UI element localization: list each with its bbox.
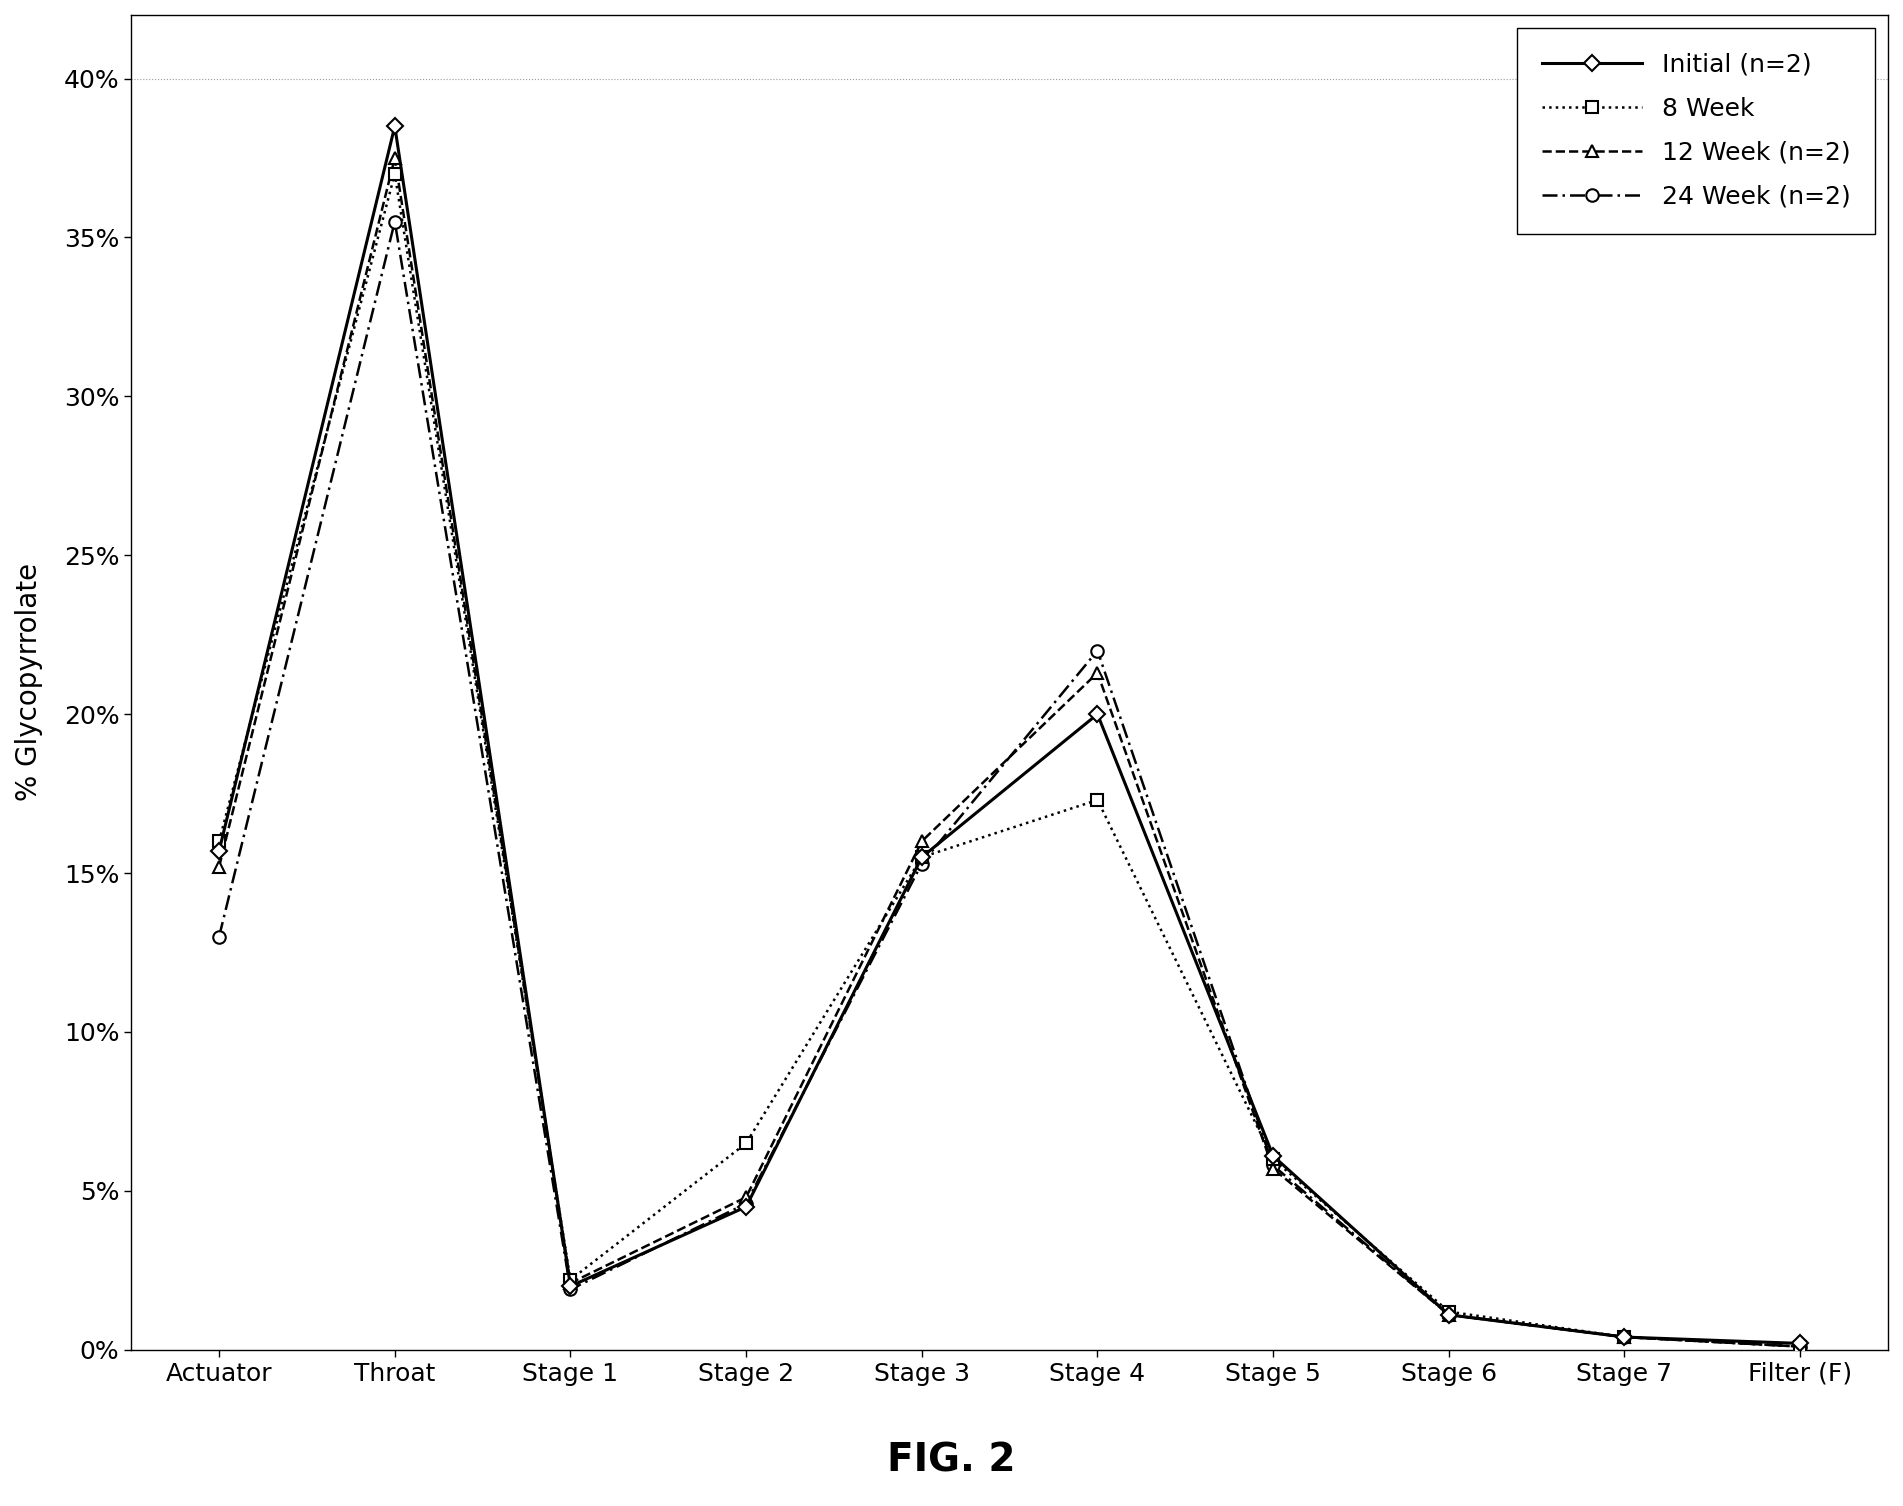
12 Week (n=2) (910, 833, 932, 851)
8 Week (1614, 1328, 1637, 1346)
24 Week (n=2) (910, 854, 932, 872)
8 Week (1087, 791, 1109, 809)
8 Week (207, 833, 230, 851)
Initial (n=2) (1614, 1328, 1637, 1346)
Line: 12 Week (n=2): 12 Week (n=2) (213, 152, 1806, 1352)
Initial (n=2) (1087, 705, 1109, 723)
12 Week (n=2) (1262, 1160, 1285, 1178)
24 Week (n=2) (1614, 1328, 1637, 1346)
Line: 24 Week (n=2): 24 Week (n=2) (213, 215, 1806, 1352)
12 Week (n=2) (735, 1188, 757, 1206)
24 Week (n=2) (1087, 642, 1109, 660)
24 Week (n=2) (735, 1194, 757, 1212)
12 Week (n=2) (1614, 1328, 1637, 1346)
12 Week (n=2) (1437, 1306, 1460, 1324)
24 Week (n=2) (1789, 1337, 1812, 1355)
12 Week (n=2) (207, 858, 230, 876)
Initial (n=2) (559, 1277, 582, 1295)
24 Week (n=2) (559, 1280, 582, 1298)
Line: 8 Week: 8 Week (213, 169, 1806, 1352)
12 Week (n=2) (1087, 664, 1109, 682)
24 Week (n=2) (1262, 1157, 1285, 1175)
Initial (n=2) (1262, 1148, 1285, 1166)
24 Week (n=2) (1437, 1306, 1460, 1324)
Initial (n=2) (910, 848, 932, 866)
12 Week (n=2) (383, 149, 405, 167)
Initial (n=2) (735, 1197, 757, 1215)
12 Week (n=2) (559, 1274, 582, 1292)
Initial (n=2) (207, 842, 230, 860)
12 Week (n=2) (1789, 1337, 1812, 1355)
8 Week (910, 848, 932, 866)
Y-axis label: % Glycopyrrolate: % Glycopyrrolate (15, 563, 44, 801)
Text: FIG. 2: FIG. 2 (887, 1441, 1016, 1480)
8 Week (1262, 1151, 1285, 1169)
8 Week (383, 164, 405, 182)
24 Week (n=2) (383, 212, 405, 230)
Initial (n=2) (1437, 1306, 1460, 1324)
8 Week (1789, 1337, 1812, 1355)
24 Week (n=2) (207, 928, 230, 946)
Legend: Initial (n=2), 8 Week, 12 Week (n=2), 24 Week (n=2): Initial (n=2), 8 Week, 12 Week (n=2), 24… (1517, 27, 1876, 233)
8 Week (559, 1271, 582, 1289)
Initial (n=2) (1789, 1334, 1812, 1352)
8 Week (735, 1134, 757, 1152)
Line: Initial (n=2): Initial (n=2) (213, 120, 1806, 1349)
Initial (n=2) (383, 117, 405, 136)
8 Week (1437, 1303, 1460, 1321)
